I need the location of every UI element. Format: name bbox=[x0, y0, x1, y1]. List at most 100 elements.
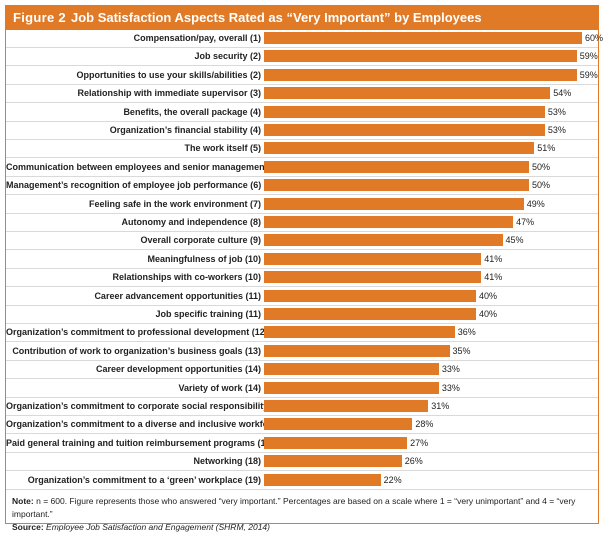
value-label: 35% bbox=[452, 345, 471, 356]
chart-row: The work itself (5) 51% bbox=[6, 140, 598, 159]
bar-chart: Compensation/pay, overall (1) 60% Job secu… bbox=[6, 30, 603, 490]
chart-row: Job specific training (11) 40% bbox=[6, 306, 598, 324]
category-label: Organization’s commitment to a ‘green’ w… bbox=[27, 474, 261, 485]
bar bbox=[264, 344, 450, 357]
chart-row: Paid general training and tuition reimbu… bbox=[6, 435, 598, 453]
bar bbox=[264, 252, 482, 265]
value-label: 50% bbox=[532, 180, 551, 191]
value-label: 33% bbox=[441, 364, 460, 375]
value-label: 22% bbox=[383, 474, 402, 485]
value-label: 49% bbox=[526, 198, 545, 209]
bar bbox=[264, 142, 535, 155]
chart-row: Career development opportunities (14) 33% bbox=[6, 361, 598, 380]
value-label: 60% bbox=[585, 33, 604, 43]
bar bbox=[264, 197, 524, 210]
category-label: Organization’s commitment to professiona… bbox=[6, 327, 268, 338]
bar bbox=[264, 289, 476, 302]
category-label: Career development opportunities (14) bbox=[95, 364, 261, 375]
category-label: Job security (2) bbox=[194, 51, 261, 62]
bar bbox=[264, 68, 577, 81]
category-label: Organization’s financial stability (4) bbox=[109, 125, 261, 135]
figure-notes: Note: n = 600. Figure represents those w… bbox=[12, 495, 592, 534]
category-label: Career advancement opportunities (11) bbox=[94, 290, 261, 301]
figure-title: Job Satisfaction Aspects Rated as “Very … bbox=[70, 10, 482, 25]
chart-row: Organization’s commitment to a ‘green’ w… bbox=[6, 472, 598, 490]
source-text: Employee Job Satisfaction and Engagement… bbox=[46, 522, 270, 532]
bar bbox=[264, 436, 408, 449]
category-label: Organization’s commitment to corporate s… bbox=[6, 401, 287, 411]
value-label: 59% bbox=[579, 51, 598, 62]
note-text: n = 600. Figure represents those who ans… bbox=[12, 496, 576, 519]
bar bbox=[264, 87, 551, 100]
category-label: Communication between employees and seni… bbox=[6, 161, 282, 172]
source-label: Source: bbox=[12, 522, 44, 532]
category-label: Management’s recognition of employee job… bbox=[6, 180, 262, 191]
value-label: 33% bbox=[441, 382, 460, 393]
category-label: Job specific training (11) bbox=[155, 309, 261, 319]
bar bbox=[264, 234, 503, 247]
category-label: Relationships with co-workers (10) bbox=[112, 272, 261, 283]
value-label: 50% bbox=[532, 161, 551, 172]
chart-row: Networking (18) 26% bbox=[6, 453, 598, 472]
bar bbox=[264, 179, 529, 192]
value-label: 27% bbox=[410, 437, 429, 448]
value-label: 47% bbox=[516, 217, 535, 227]
figure-frame: Figure 2 Job Satisfaction Aspects Rated a… bbox=[5, 5, 603, 532]
value-label: 40% bbox=[479, 290, 498, 301]
chart-row: Meaningfulness of job (10) 41% bbox=[6, 251, 598, 269]
chart-row: Communication between employees and seni… bbox=[6, 159, 598, 177]
chart-row: Opportunities to use your skills/abiliti… bbox=[6, 67, 598, 85]
category-label: Paid general training and tuition reimbu… bbox=[6, 437, 274, 448]
note-line: Note: n = 600. Figure represents those w… bbox=[12, 495, 592, 521]
chart-row: Relationship with immediate supervisor (… bbox=[6, 85, 598, 104]
chart-row: Autonomy and independence (8) 47% bbox=[6, 214, 598, 232]
value-label: 36% bbox=[457, 327, 476, 338]
chart-row: Feeling safe in the work environment (7)… bbox=[6, 196, 598, 214]
chart-row: Benefits, the overall package (4) 53% bbox=[6, 104, 598, 122]
bar bbox=[264, 160, 529, 173]
category-label: The work itself (5) bbox=[184, 143, 261, 154]
chart-row: Variety of work (14) 33% bbox=[6, 380, 598, 398]
value-label: 26% bbox=[404, 456, 423, 467]
chart-row: Job security (2) 59% bbox=[6, 48, 598, 67]
value-label: 41% bbox=[484, 272, 503, 283]
value-label: 53% bbox=[547, 125, 566, 135]
chart-row: Career advancement opportunities (11) 40% bbox=[6, 288, 598, 306]
category-label: Compensation/pay, overall (1) bbox=[133, 33, 261, 43]
bar bbox=[264, 32, 582, 44]
value-label: 53% bbox=[547, 106, 566, 117]
value-label: 41% bbox=[484, 253, 503, 264]
note-label: Note: bbox=[12, 496, 34, 506]
bar bbox=[264, 400, 429, 412]
value-label: 31% bbox=[431, 401, 450, 411]
chart-row: Organization’s financial stability (4) 53… bbox=[6, 122, 598, 140]
chart-row: Organization’s commitment to a diverse a… bbox=[6, 416, 598, 435]
bar bbox=[264, 50, 577, 63]
category-label: Contribution of work to organization’s b… bbox=[12, 345, 261, 356]
bar bbox=[264, 308, 476, 320]
category-label: Benefits, the overall package (4) bbox=[123, 106, 261, 117]
chart-row: Contribution of work to organization’s b… bbox=[6, 343, 598, 361]
category-label: Autonomy and independence (8) bbox=[121, 217, 261, 227]
category-label: Overall corporate culture (9) bbox=[140, 235, 261, 246]
bar bbox=[264, 124, 545, 136]
value-label: 40% bbox=[479, 309, 498, 319]
category-label: Opportunities to use your skills/abiliti… bbox=[76, 69, 261, 80]
chart-row: Relationships with co-workers (10) 41% bbox=[6, 269, 598, 288]
category-label: Meaningfulness of job (10) bbox=[147, 253, 261, 264]
figure-header: Figure 2 Job Satisfaction Aspects Rated a… bbox=[6, 6, 598, 30]
value-label: 54% bbox=[553, 88, 572, 99]
bar bbox=[264, 363, 439, 376]
chart-row: Organization’s commitment to corporate s… bbox=[6, 398, 598, 416]
value-label: 45% bbox=[505, 235, 524, 246]
chart-row: Organization’s commitment to professiona… bbox=[6, 324, 598, 343]
bar bbox=[264, 216, 514, 228]
bar bbox=[264, 381, 439, 394]
bar bbox=[264, 418, 413, 431]
value-label: 59% bbox=[579, 69, 598, 80]
bar bbox=[264, 473, 381, 486]
chart-row: Management’s recognition of employee job… bbox=[6, 177, 598, 196]
category-label: Organization’s commitment to a diverse a… bbox=[6, 419, 301, 430]
value-label: 51% bbox=[537, 143, 556, 154]
bar bbox=[264, 271, 482, 284]
